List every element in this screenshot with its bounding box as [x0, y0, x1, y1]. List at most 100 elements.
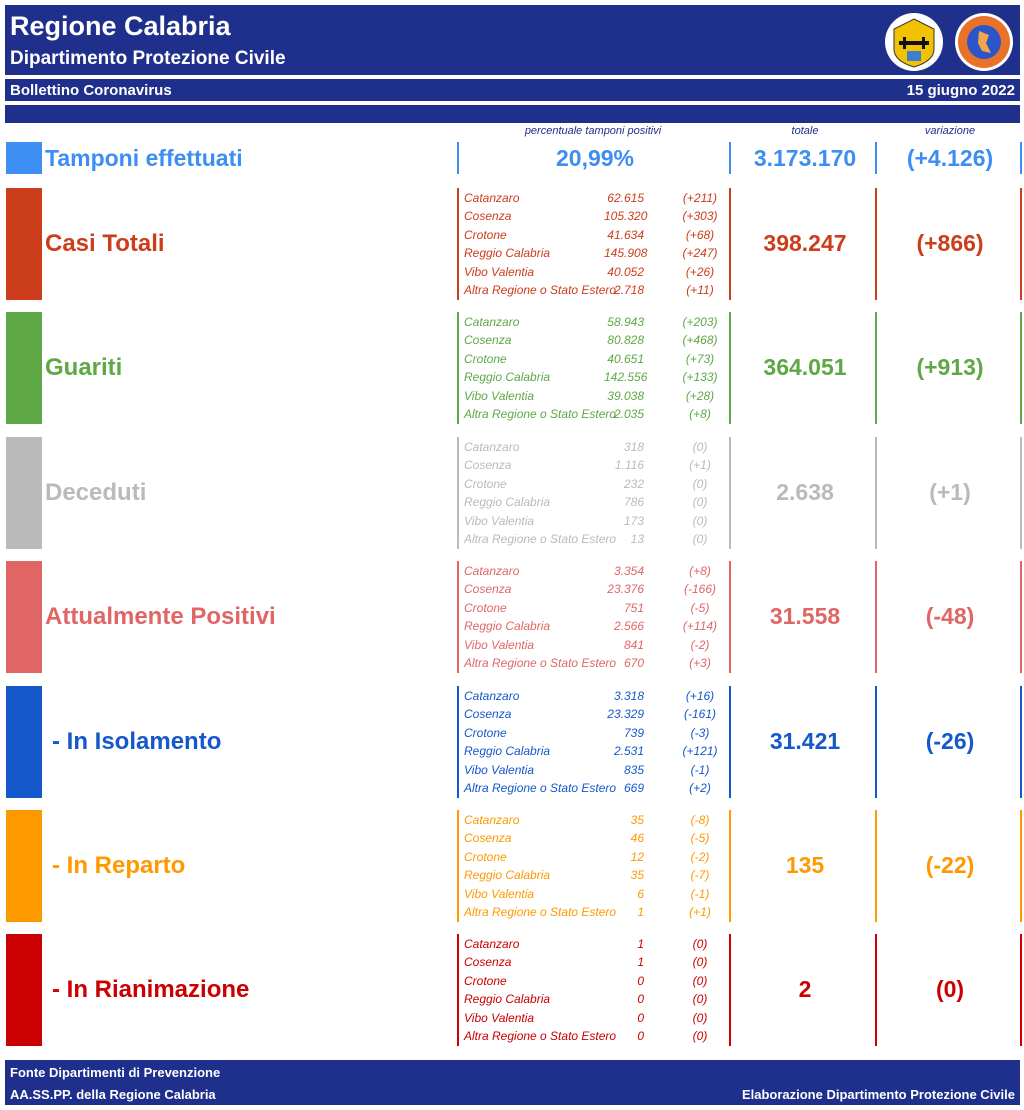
column-divider — [457, 810, 459, 922]
footer-source-2: AA.SS.PP. della Regione Calabria — [10, 1087, 216, 1102]
province-variation: (0) — [692, 1010, 708, 1025]
column-divider — [1020, 561, 1022, 673]
province-value: 3.318 — [613, 689, 644, 703]
total-column-header: totale — [791, 125, 819, 137]
tamponi-divider — [457, 142, 459, 174]
footer-bar: Fonte Dipartimenti di Prevenzione AA.SS.… — [5, 1060, 1020, 1105]
province-value: 751 — [623, 600, 644, 615]
province-value: 23.376 — [607, 582, 644, 597]
column-divider — [875, 561, 877, 673]
tamponi-variation: (+4.126) — [906, 145, 994, 171]
province-value: 2.566 — [613, 619, 644, 634]
province-variation: (-5) — [690, 831, 710, 846]
category-label: - In Reparto — [52, 852, 186, 879]
province-line: Reggio Calabria 145.908 (+247) — [464, 246, 726, 262]
column-divider — [729, 437, 731, 549]
column-divider — [729, 561, 731, 673]
province-value: 58.943 — [607, 315, 644, 329]
province-variation: (+8) — [689, 564, 711, 578]
province-value: 1.116 — [614, 458, 644, 473]
province-value: 0 — [637, 1010, 644, 1025]
province-name: Reggio Calabria — [464, 744, 551, 759]
province-variation: (-1) — [690, 886, 710, 901]
footer-source-1: Fonte Dipartimenti di Prevenzione — [10, 1065, 221, 1080]
province-line: Cosenza 46 (-5) — [464, 831, 726, 847]
province-value: 835 — [623, 762, 644, 777]
province-value: 318 — [623, 440, 644, 454]
province-name: Cosenza — [464, 458, 512, 473]
column-divider — [457, 934, 459, 1046]
province-line: Altra Regione o Stato Estero 670 (+3) — [464, 656, 726, 672]
province-name: Cosenza — [464, 209, 512, 224]
province-variation: (-2) — [690, 637, 710, 652]
province-value: 35 — [630, 813, 644, 827]
province-variation: (0) — [692, 532, 708, 546]
province-value: 173 — [623, 513, 644, 528]
category-total: 2.638 — [776, 479, 834, 505]
province-name: Vibo Valentia — [464, 1010, 535, 1025]
province-value: 80.828 — [607, 333, 644, 348]
province-line: Vibo Valentia 173 (0) — [464, 514, 726, 530]
province-variation: (-8) — [690, 813, 710, 827]
province-name: Cosenza — [464, 333, 512, 348]
province-name: Vibo Valentia — [464, 264, 535, 279]
category-row: - In Isolamento Catanzaro 3.318 (+16) Cosenz… — [0, 686, 1024, 798]
province-line: Cosenza 23.376 (-166) — [464, 582, 726, 598]
province-line: Vibo Valentia 835 (-1) — [464, 763, 726, 779]
province-name: Catanzaro — [464, 191, 520, 205]
province-name: Crotone — [464, 849, 507, 864]
province-name: Cosenza — [464, 955, 512, 970]
calabria-coat-of-arms-icon — [885, 13, 943, 71]
province-variation: (-7) — [690, 868, 710, 883]
province-name: Catanzaro — [464, 564, 520, 578]
province-variation: (+68) — [685, 227, 715, 242]
province-name: Vibo Valentia — [464, 513, 535, 528]
province-name: Altra Regione o Stato Estero — [464, 532, 617, 546]
province-variation: (+247) — [682, 246, 718, 261]
category-variation: (-26) — [925, 728, 975, 754]
category-total: 31.558 — [769, 603, 841, 629]
province-variation: (+8) — [689, 407, 711, 421]
province-value: 40.052 — [607, 264, 644, 279]
province-line: Crotone 0 (0) — [464, 974, 726, 990]
province-variation: (0) — [692, 440, 708, 454]
category-row: Deceduti Catanzaro 318 (0) Cosenza 1.116 (+1) C… — [0, 437, 1024, 549]
province-variation: (+1) — [689, 458, 711, 473]
province-name: Cosenza — [464, 707, 512, 722]
province-value: 232 — [623, 476, 644, 491]
header-banner: Regione Calabria Dipartimento Protezione… — [5, 5, 1020, 75]
province-value: 145.908 — [604, 246, 648, 261]
tamponi-divider — [729, 142, 731, 174]
column-divider — [1020, 188, 1022, 300]
column-divider — [875, 934, 877, 1046]
protezione-civile-logo-icon — [955, 13, 1013, 71]
province-variation: (-166) — [683, 582, 716, 597]
province-line: Altra Regione o Stato Estero 2.035 (+8) — [464, 407, 726, 423]
category-variation: (+1) — [929, 479, 971, 505]
category-swatch — [6, 934, 42, 1046]
province-line: Crotone 739 (-3) — [464, 726, 726, 742]
province-variation: (+303) — [682, 209, 718, 224]
bulletin-date: 15 giugno 2022 — [906, 82, 1015, 99]
province-variation: (0) — [692, 1029, 708, 1043]
province-variation: (0) — [692, 992, 708, 1007]
province-line: Cosenza 1 (0) — [464, 955, 726, 971]
province-value: 40.651 — [607, 351, 644, 366]
column-divider — [875, 810, 877, 922]
province-name: Cosenza — [464, 831, 512, 846]
column-divider — [1020, 810, 1022, 922]
province-name: Reggio Calabria — [464, 495, 551, 510]
tamponi-row: Tamponi effettuati 20,99% 3.173.170 (+4.… — [0, 140, 1024, 176]
province-line: Reggio Calabria 0 (0) — [464, 992, 726, 1008]
column-divider — [1020, 437, 1022, 549]
province-name: Altra Regione o Stato Estero — [464, 781, 617, 795]
column-divider — [729, 810, 731, 922]
province-value: 62.615 — [607, 191, 644, 205]
province-variation: (+121) — [682, 744, 718, 759]
category-variation: (+866) — [916, 230, 984, 256]
province-value: 2.035 — [613, 407, 644, 421]
category-swatch — [6, 312, 42, 424]
province-value: 0 — [637, 973, 644, 988]
category-swatch — [6, 686, 42, 798]
category-row: Casi Totali Catanzaro 62.615 (+211) Cosenza 1… — [0, 188, 1024, 300]
